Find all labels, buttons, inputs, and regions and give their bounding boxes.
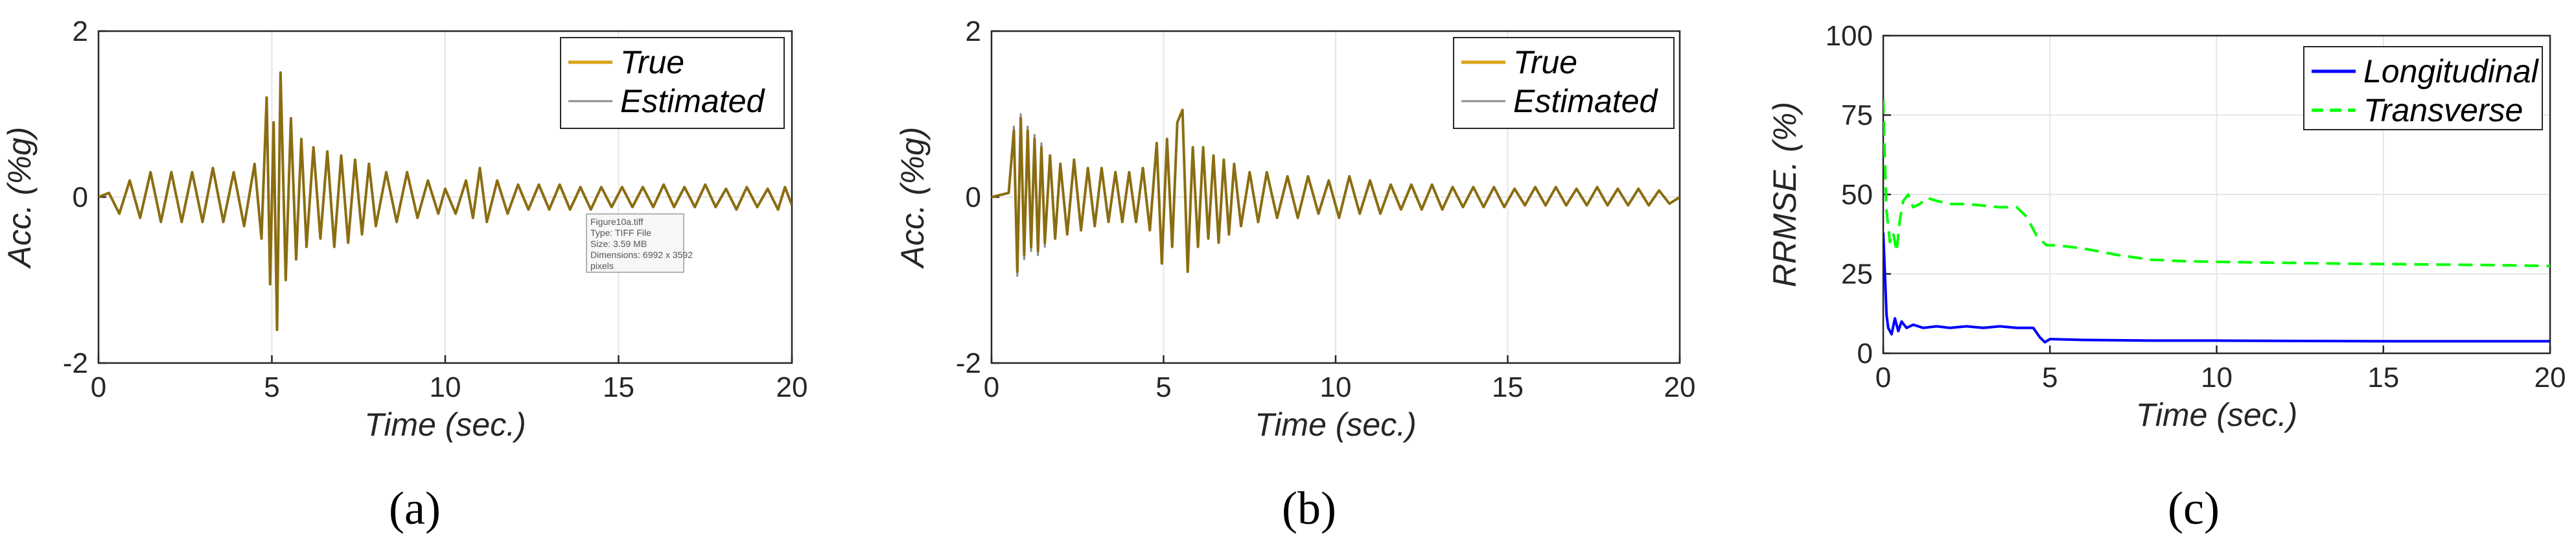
legend-box bbox=[2303, 46, 2543, 130]
y-tick-label: 0 bbox=[1857, 338, 1873, 370]
series-line-longitudinal bbox=[1883, 232, 2550, 344]
panel-caption: (b) bbox=[1282, 482, 1336, 534]
x-axis-label: Time (sec.) bbox=[364, 406, 526, 443]
y-tick-label: 0 bbox=[966, 182, 981, 213]
x-tick-label: 15 bbox=[603, 371, 634, 403]
y-axis-label: RRMSE. (%) bbox=[1767, 102, 1803, 287]
x-tick-label: 15 bbox=[2367, 362, 2399, 393]
tooltip-box bbox=[586, 213, 684, 273]
y-axis-label: Acc. (%g) bbox=[1, 127, 38, 270]
x-tick-label: 0 bbox=[91, 371, 106, 403]
x-tick-label: 0 bbox=[1875, 362, 1891, 393]
legend-label-transverse: Transverse bbox=[2363, 92, 2523, 128]
y-tick-label: 2 bbox=[73, 16, 88, 47]
series-line-transverse bbox=[1883, 99, 2550, 268]
panel-caption: (a) bbox=[389, 482, 441, 534]
y-tick-label: 50 bbox=[1841, 179, 1873, 211]
x-tick-label: 10 bbox=[2201, 362, 2233, 393]
panel-c: 0 5 10 15 20 0 25 50 75 100 Time (sec.) RRMSE. (%) L… bbox=[1767, 20, 2566, 534]
y-tick-label: 100 bbox=[1826, 20, 1873, 52]
x-tick-label: 5 bbox=[1155, 371, 1171, 403]
x-tick-label: 20 bbox=[776, 371, 808, 403]
legend-label-longitudinal: Longitudinal bbox=[2363, 53, 2540, 89]
legend-label-true: True bbox=[1513, 44, 1577, 80]
x-tick-label: 10 bbox=[430, 371, 461, 403]
legend-label-true: True bbox=[620, 44, 684, 80]
x-axis-label: Time (sec.) bbox=[1255, 406, 1417, 443]
x-tick-label: 5 bbox=[2042, 362, 2058, 393]
y-tick-label: -2 bbox=[63, 347, 88, 379]
x-tick-label: 5 bbox=[264, 371, 279, 403]
x-axis-label: Time (sec.) bbox=[2136, 397, 2298, 433]
x-tick-label: 20 bbox=[1664, 371, 1696, 403]
y-tick-label: 0 bbox=[73, 182, 88, 213]
y-axis-label: Acc. (%g) bbox=[894, 127, 931, 270]
tooltip-line: Size: 3.59 MB bbox=[590, 239, 647, 249]
y-tick-label: 25 bbox=[1841, 259, 1873, 290]
y-tick-label: 2 bbox=[966, 16, 981, 47]
tooltip-line: Type: TIFF File bbox=[590, 228, 651, 238]
x-tick-label: 10 bbox=[1320, 371, 1352, 403]
x-tick-label: 15 bbox=[1492, 371, 1524, 403]
legend-box bbox=[1453, 37, 1675, 129]
tooltip-line: Dimensions: 6992 x 3592 bbox=[590, 250, 693, 260]
legend-label-estimated: Estimated bbox=[620, 83, 766, 119]
tooltip-line: Figure10a.tiff bbox=[590, 217, 644, 227]
series-line-true bbox=[99, 71, 792, 331]
y-tick-label: -2 bbox=[956, 347, 981, 379]
series-line-true bbox=[992, 108, 1680, 274]
x-tick-label: 20 bbox=[2535, 362, 2566, 393]
legend-label-estimated: Estimated bbox=[1513, 83, 1659, 119]
legend-box bbox=[560, 37, 785, 129]
y-tick-label: 75 bbox=[1841, 100, 1873, 132]
panel-caption: (c) bbox=[2168, 482, 2220, 534]
x-tick-label: 0 bbox=[984, 371, 999, 403]
tooltip-line: pixels bbox=[590, 261, 614, 271]
